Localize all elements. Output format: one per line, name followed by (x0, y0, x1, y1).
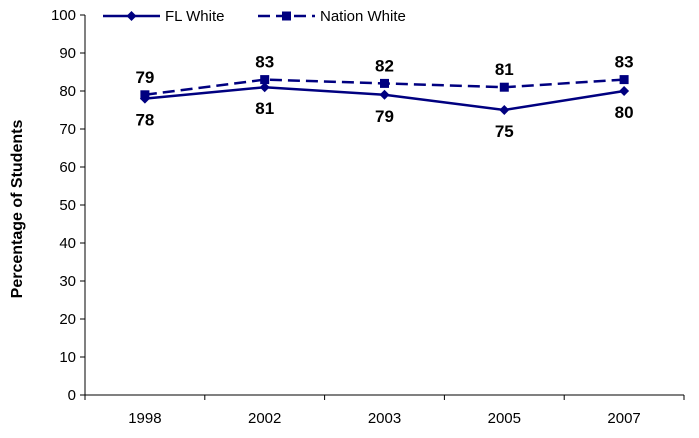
legend-label: Nation White (320, 8, 406, 25)
y-tick-label: 80 (59, 83, 76, 100)
data-point-diamond (259, 82, 270, 93)
legend: FL White Nation White (103, 8, 406, 25)
legend-item-fl-white: FL White (103, 8, 224, 25)
data-point-square (380, 78, 389, 88)
data-point-square (282, 11, 291, 21)
series-layer (139, 75, 630, 115)
data-label: 75 (495, 122, 514, 141)
y-tick-label: 0 (68, 387, 76, 404)
data-label: 80 (615, 103, 634, 122)
data-label: 81 (255, 99, 274, 118)
data-labels: 78 81 79 75 80 79 83 82 81 83 (135, 53, 633, 141)
data-point-diamond (499, 105, 510, 115)
y-tick-label: 40 (59, 235, 76, 252)
data-label: 83 (615, 53, 634, 72)
x-tick-label: 2007 (607, 410, 640, 427)
data-point-square (499, 82, 509, 92)
y-axis-title: Percentage of Students (9, 120, 26, 299)
y-tick-label: 60 (59, 159, 76, 176)
data-point-square (140, 90, 150, 100)
y-tick-label: 10 (59, 349, 76, 366)
data-point-diamond (619, 86, 630, 96)
x-tick-label: 2003 (368, 410, 401, 427)
legend-label: FL White (165, 8, 224, 25)
data-point-square (619, 75, 629, 85)
data-point-diamond (126, 11, 137, 21)
data-label: 82 (375, 56, 394, 75)
data-label: 78 (135, 111, 154, 130)
y-tick-label: 20 (59, 311, 76, 328)
x-tick-label: 1998 (128, 410, 161, 427)
data-label: 81 (495, 60, 514, 79)
axes: 0 10 20 30 40 50 60 70 80 90 100 1998 2002 2003 2005 20… (51, 7, 685, 427)
data-point-diamond (379, 89, 390, 100)
data-label: 79 (375, 107, 394, 126)
legend-item-nation-white: Nation White (258, 8, 406, 25)
y-tick-label: 50 (59, 197, 76, 214)
series-nation-white (140, 75, 629, 100)
y-tick-label: 90 (59, 45, 76, 62)
data-label: 79 (135, 68, 154, 87)
y-tick-label: 70 (59, 121, 76, 138)
x-tick-label: 2002 (248, 410, 281, 427)
y-tick-label: 30 (59, 273, 76, 290)
data-point-square (260, 75, 270, 85)
y-tick-label: 100 (51, 7, 76, 24)
data-label: 83 (255, 53, 274, 72)
x-tick-label: 2005 (488, 410, 521, 427)
